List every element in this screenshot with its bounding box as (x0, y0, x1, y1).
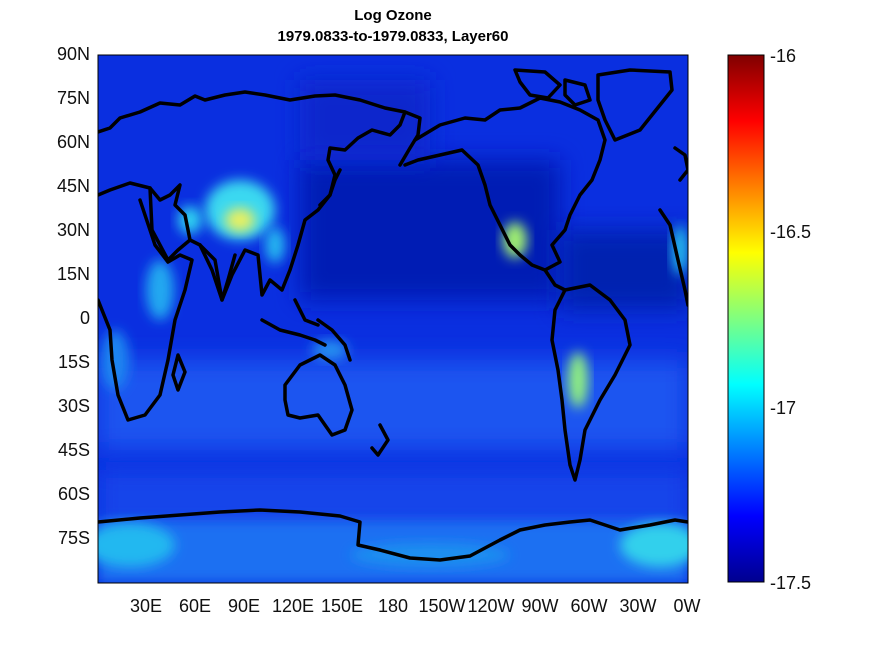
lon-tick-label: 60E (178, 596, 212, 616)
lon-tick-label: 90E (227, 596, 261, 616)
lon-tick-label: 90W (521, 596, 559, 616)
lon-tick-label: 180 (377, 596, 409, 616)
lat-tick-label: 30S (57, 396, 90, 416)
lat-tick-label: 90N (56, 44, 90, 64)
lat-tick-label: 60S (57, 484, 90, 504)
lat-tick-label: 75N (56, 88, 90, 108)
lon-tick-label: 150W (418, 596, 466, 616)
lon-tick-label: 30E (129, 596, 163, 616)
lon-tick-label: 30W (619, 596, 657, 616)
lat-tick-label: 15S (57, 352, 90, 372)
lat-tick-label: 75S (57, 528, 90, 548)
lat-tick-label: 60N (56, 132, 90, 152)
colorbar-tick-label: -17.5 (770, 573, 812, 593)
lon-tick-label: 60W (570, 596, 608, 616)
colorbar-tick-label: -16 (770, 46, 797, 66)
lat-tick-label: 15N (56, 264, 90, 284)
ozone-field (98, 55, 688, 583)
lon-tick-label: 120W (467, 596, 515, 616)
map-subtitle: 1979.0833-to-1979.0833, Layer60 (277, 28, 509, 45)
lon-tick-label: 0W (673, 596, 701, 616)
lat-tick-label: 45N (56, 176, 90, 196)
colorbar (727, 54, 765, 583)
map-frame (97, 54, 689, 584)
coastlines (98, 68, 688, 562)
lat-tick-label: 45S (57, 440, 90, 460)
lat-tick-label: 0 (79, 308, 90, 328)
map-title: Log Ozone (354, 7, 432, 24)
colorbar-tick-label: -16.5 (770, 222, 812, 242)
lat-tick-label: 30N (56, 220, 90, 240)
colorbar-tick-label: -17 (770, 398, 797, 418)
lon-tick-label: 150E (320, 596, 364, 616)
lon-tick-label: 120E (271, 596, 315, 616)
